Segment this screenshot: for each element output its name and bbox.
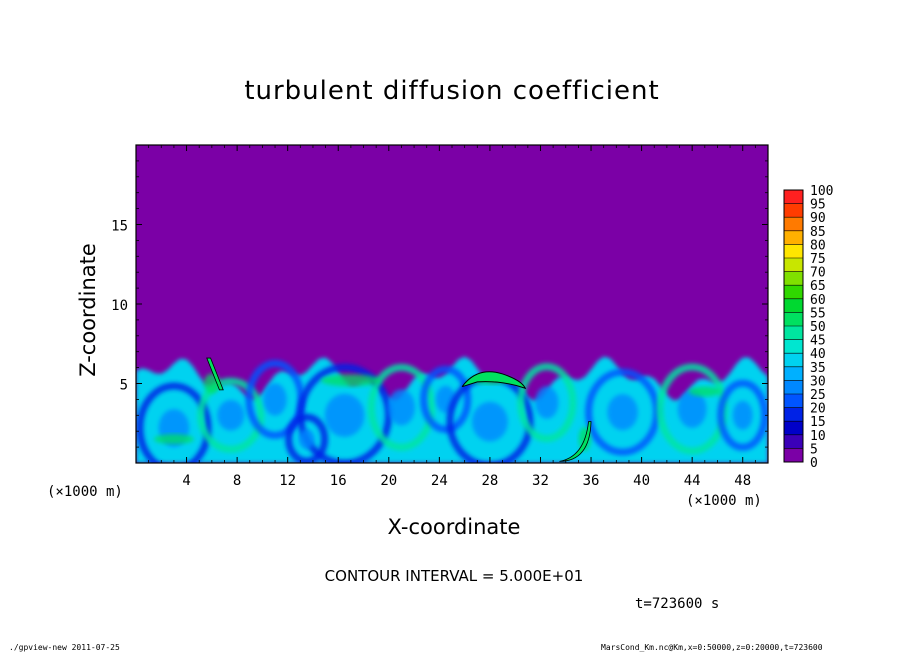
colorbar-swatch xyxy=(784,230,803,245)
x-tick-label: 8 xyxy=(233,473,241,489)
x-axis-label: X-coordinate xyxy=(387,515,521,539)
x-tick-label: 24 xyxy=(431,473,448,489)
eddy xyxy=(367,363,435,451)
colorbar-swatch xyxy=(784,434,803,449)
high-diffusion-region xyxy=(320,374,381,387)
x-tick-label: 16 xyxy=(330,473,347,489)
high-diffusion-region xyxy=(688,386,721,397)
colorbar-label: 100 xyxy=(810,184,833,199)
footer-left-text: ./gpview-new 2011-07-25 xyxy=(9,643,120,652)
colorbar-swatch xyxy=(784,380,803,394)
colorbar-label: 55 xyxy=(810,306,826,321)
eddy xyxy=(585,368,661,456)
eddy-core xyxy=(263,383,287,416)
colorbar-swatch xyxy=(784,407,803,422)
colorbar-label: 60 xyxy=(810,293,826,308)
colorbar-label: 90 xyxy=(810,211,826,226)
colorbar-swatch xyxy=(784,190,803,204)
colorbar-label: 45 xyxy=(810,334,826,349)
colorbar-label: 80 xyxy=(810,238,826,253)
colorbar-swatch xyxy=(784,448,803,462)
eddy-core xyxy=(298,429,315,450)
eddy xyxy=(136,382,212,463)
high-diffusion-region xyxy=(153,434,194,445)
colorbar-label: 95 xyxy=(810,198,826,213)
colorbar-label: 35 xyxy=(810,361,826,376)
contour-line xyxy=(559,421,592,462)
colorbar-label: 15 xyxy=(810,415,826,430)
x-tick-label: 48 xyxy=(734,473,751,489)
colorbar-label: 30 xyxy=(810,374,826,389)
x-tick-label: 36 xyxy=(583,473,600,489)
eddy-core xyxy=(677,390,707,428)
contour-line xyxy=(206,357,224,391)
x-tick-label: 40 xyxy=(633,473,650,489)
eddy-core xyxy=(387,389,415,426)
colorbar-label: 25 xyxy=(810,388,826,403)
x-tick-label: 32 xyxy=(532,473,549,489)
eddy xyxy=(197,377,265,453)
colorbar-swatch xyxy=(784,203,803,218)
colorbar: 0510152025303540455055606570758085909510… xyxy=(783,184,833,471)
eddy-core xyxy=(471,401,508,442)
x-unit-label-right: (×1000 m) xyxy=(686,493,762,509)
y-tick-label: 10 xyxy=(111,298,128,314)
chart-title: turbulent diffusion coefficient xyxy=(244,76,660,106)
colorbar-swatch xyxy=(784,271,803,286)
y-tick-label: 15 xyxy=(111,219,128,235)
contour-interval-note: CONTOUR INTERVAL = 5.000E+01 xyxy=(324,567,584,585)
colorbar-label: 10 xyxy=(810,429,826,444)
time-stamp: t=723600 s xyxy=(635,596,720,612)
eddy-core xyxy=(324,393,365,437)
eddy-core xyxy=(607,394,638,431)
eddy-core xyxy=(217,400,245,431)
colorbar-swatch xyxy=(784,339,803,354)
colorbar-label: 75 xyxy=(810,252,826,267)
eddy xyxy=(420,365,472,433)
x-tick-label: 12 xyxy=(279,473,296,489)
colorbar-swatch xyxy=(784,244,803,258)
colorbar-swatch xyxy=(784,353,803,367)
footer-right-text: MarsCond_Km.nc@Km,x=0:50000,z=0:20000,t=… xyxy=(601,643,823,652)
colorbar-swatch xyxy=(784,394,803,408)
colorbar-label: 85 xyxy=(810,225,826,240)
colorbar-swatch xyxy=(784,298,803,313)
colorbar-swatch xyxy=(784,326,803,340)
y-tick-label: 5 xyxy=(120,378,128,394)
contour-line xyxy=(461,371,527,390)
colorbar-swatch xyxy=(784,312,803,326)
colorbar-swatch xyxy=(784,258,803,272)
x-tick-label: 4 xyxy=(182,473,190,489)
colorbar-swatch xyxy=(784,285,803,299)
x-tick-label: 44 xyxy=(684,473,701,489)
colorbar-label: 50 xyxy=(810,320,826,335)
colorbar-swatch xyxy=(784,421,803,435)
x-tick-label: 28 xyxy=(481,473,498,489)
eddy-core xyxy=(535,386,559,419)
x-unit-label-left: (×1000 m) xyxy=(47,484,123,500)
eddy xyxy=(717,379,768,451)
x-tick-label: 20 xyxy=(380,473,397,489)
colorbar-label: 20 xyxy=(810,402,826,417)
heatmap-field xyxy=(136,356,768,463)
colorbar-label: 65 xyxy=(810,279,826,294)
eddy-core xyxy=(732,400,753,430)
eddy xyxy=(285,413,329,463)
colorbar-label: 0 xyxy=(810,456,818,471)
eddy xyxy=(517,363,577,443)
colorbar-label: 5 xyxy=(810,442,818,457)
colorbar-label: 40 xyxy=(810,347,826,362)
colorbar-label: 70 xyxy=(810,266,826,281)
colorbar-swatch xyxy=(784,217,803,231)
colorbar-swatch xyxy=(784,366,803,381)
